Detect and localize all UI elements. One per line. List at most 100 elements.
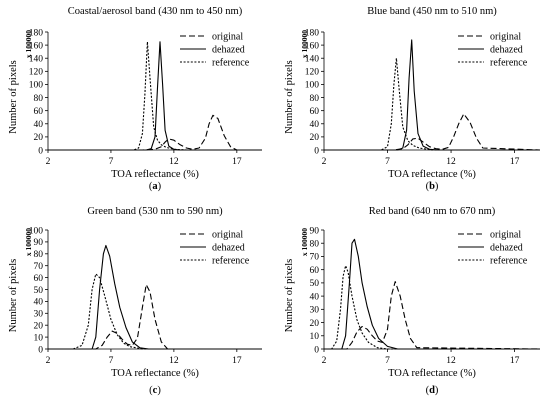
y-tick-label: 80: [310, 94, 320, 104]
y-tick-label: 0: [38, 146, 43, 156]
legend-label-original: original: [490, 32, 521, 43]
legend-label-original: original: [212, 32, 243, 43]
series-line-reference: [48, 273, 262, 350]
x-axis-label: TOA reflectance (%): [388, 368, 476, 379]
y-tick-label: 30: [310, 306, 320, 316]
legend-label-dehazed: dehazed: [490, 243, 523, 254]
y-tick-label: 160: [305, 41, 320, 51]
x-tick-label: 2: [322, 356, 327, 366]
y-tick-label: 50: [34, 286, 44, 296]
series-line-original: [324, 281, 541, 350]
series-line-reference: [324, 57, 540, 151]
y-tick-label: 20: [34, 322, 44, 332]
y-tick-label: 60: [310, 107, 320, 117]
series-line-dehazed: [48, 41, 262, 151]
series-line-reference: [324, 265, 540, 350]
panel-label: (d): [426, 385, 439, 396]
x-tick-label: 2: [322, 157, 327, 167]
x-tick-label: 12: [446, 157, 456, 167]
chart-title: Red band (640 nm to 670 nm): [369, 206, 496, 217]
x-tick-label: 17: [510, 157, 520, 167]
y-tick-label: 50: [310, 279, 320, 289]
chart-title: Green band (530 nm to 590 nm): [87, 206, 223, 217]
y-tick-label: 10: [34, 333, 44, 343]
legend-label-original: original: [490, 230, 521, 241]
panel-label: (b): [426, 181, 439, 192]
y-tick-label: 90: [34, 238, 44, 248]
legend: original dehazed reference: [458, 230, 528, 267]
y-tick-label: 80: [310, 240, 320, 250]
x-tick-label: 17: [232, 356, 242, 366]
y-tick-label: 180: [29, 28, 44, 38]
y-tick-label: 40: [310, 120, 320, 130]
y-axis-label: Number of pixels: [284, 60, 295, 134]
legend: original dehazed reference: [180, 230, 250, 267]
y-axis-multiplier: x 100000: [300, 228, 309, 256]
y-tick-label: 20: [310, 319, 320, 329]
y-tick-label: 60: [310, 266, 320, 276]
y-tick-label: 30: [34, 310, 44, 320]
y-tick-label: 80: [34, 250, 44, 260]
y-tick-label: 70: [34, 262, 44, 272]
y-tick-label: 0: [38, 345, 43, 355]
chart-panel-1: Coastal/aerosol band (430 nm to 450 nm) 0…: [8, 6, 262, 192]
chart-panel-2: Blue band (450 nm to 510 nm) 0 20 40 60 80 100…: [284, 6, 541, 192]
y-tick-label: 100: [29, 226, 44, 236]
y-tick-label: 60: [34, 107, 44, 117]
series-line-reference: [48, 41, 262, 151]
legend-label-reference: reference: [490, 58, 528, 69]
x-tick-label: 7: [385, 356, 390, 366]
x-tick-label: 2: [46, 356, 51, 366]
y-tick-label: 140: [305, 55, 320, 65]
y-tick-label: 160: [29, 41, 44, 51]
legend: original dehazed reference: [458, 32, 528, 69]
y-tick-label: 90: [310, 226, 320, 236]
y-tick-label: 20: [310, 133, 320, 143]
y-axis-multiplier: x 100000: [24, 30, 33, 58]
y-axis-label: Number of pixels: [8, 259, 19, 333]
legend-label-dehazed: dehazed: [212, 45, 245, 56]
y-tick-label: 100: [305, 81, 320, 91]
x-tick-label: 7: [385, 157, 390, 167]
series-line-original: [48, 284, 262, 350]
y-tick-label: 120: [305, 68, 320, 78]
y-tick-label: 120: [29, 68, 44, 78]
y-tick-label: 0: [314, 345, 319, 355]
panel-label: (c): [149, 385, 161, 396]
chart-panel-4: Red band (640 nm to 670 nm) 0 10 20 30 40 50 60…: [284, 206, 541, 396]
x-tick-label: 12: [446, 356, 456, 366]
y-axis-label: Number of pixels: [8, 60, 19, 134]
y-axis-multiplier: x 100000: [300, 30, 309, 58]
x-axis-label: TOA reflectance (%): [111, 169, 199, 180]
series-line-original: [324, 113, 541, 151]
series-line-dehazed: [324, 238, 540, 350]
x-axis-label: TOA reflectance (%): [111, 368, 199, 379]
panel-label: (a): [149, 181, 162, 192]
legend-label-dehazed: dehazed: [490, 45, 523, 56]
legend-label-reference: reference: [212, 58, 250, 69]
y-axis-multiplier: x 100000: [24, 228, 33, 256]
x-axis-label: TOA reflectance (%): [388, 169, 476, 180]
x-tick-label: 17: [510, 356, 520, 366]
x-tick-label: 17: [232, 157, 242, 167]
y-tick-label: 80: [34, 94, 44, 104]
x-tick-label: 2: [46, 157, 51, 167]
legend-label-reference: reference: [212, 256, 250, 267]
series-line-dehazed: [324, 39, 540, 151]
chart-title: Blue band (450 nm to 510 nm): [367, 6, 497, 17]
chart-title: Coastal/aerosol band (430 nm to 450 nm): [68, 6, 243, 17]
y-tick-label: 70: [310, 253, 320, 263]
y-tick-label: 60: [34, 274, 44, 284]
y-tick-label: 10: [310, 332, 320, 342]
x-tick-label: 7: [109, 157, 114, 167]
y-tick-label: 40: [310, 292, 320, 302]
series-line-dehazed: [48, 244, 262, 350]
legend-label-original: original: [212, 230, 243, 241]
y-tick-label: 40: [34, 298, 44, 308]
series-line-original: [48, 114, 262, 151]
x-tick-label: 12: [169, 157, 179, 167]
legend-label-dehazed: dehazed: [212, 243, 245, 254]
y-tick-label: 40: [34, 120, 44, 130]
y-tick-label: 0: [314, 146, 319, 156]
